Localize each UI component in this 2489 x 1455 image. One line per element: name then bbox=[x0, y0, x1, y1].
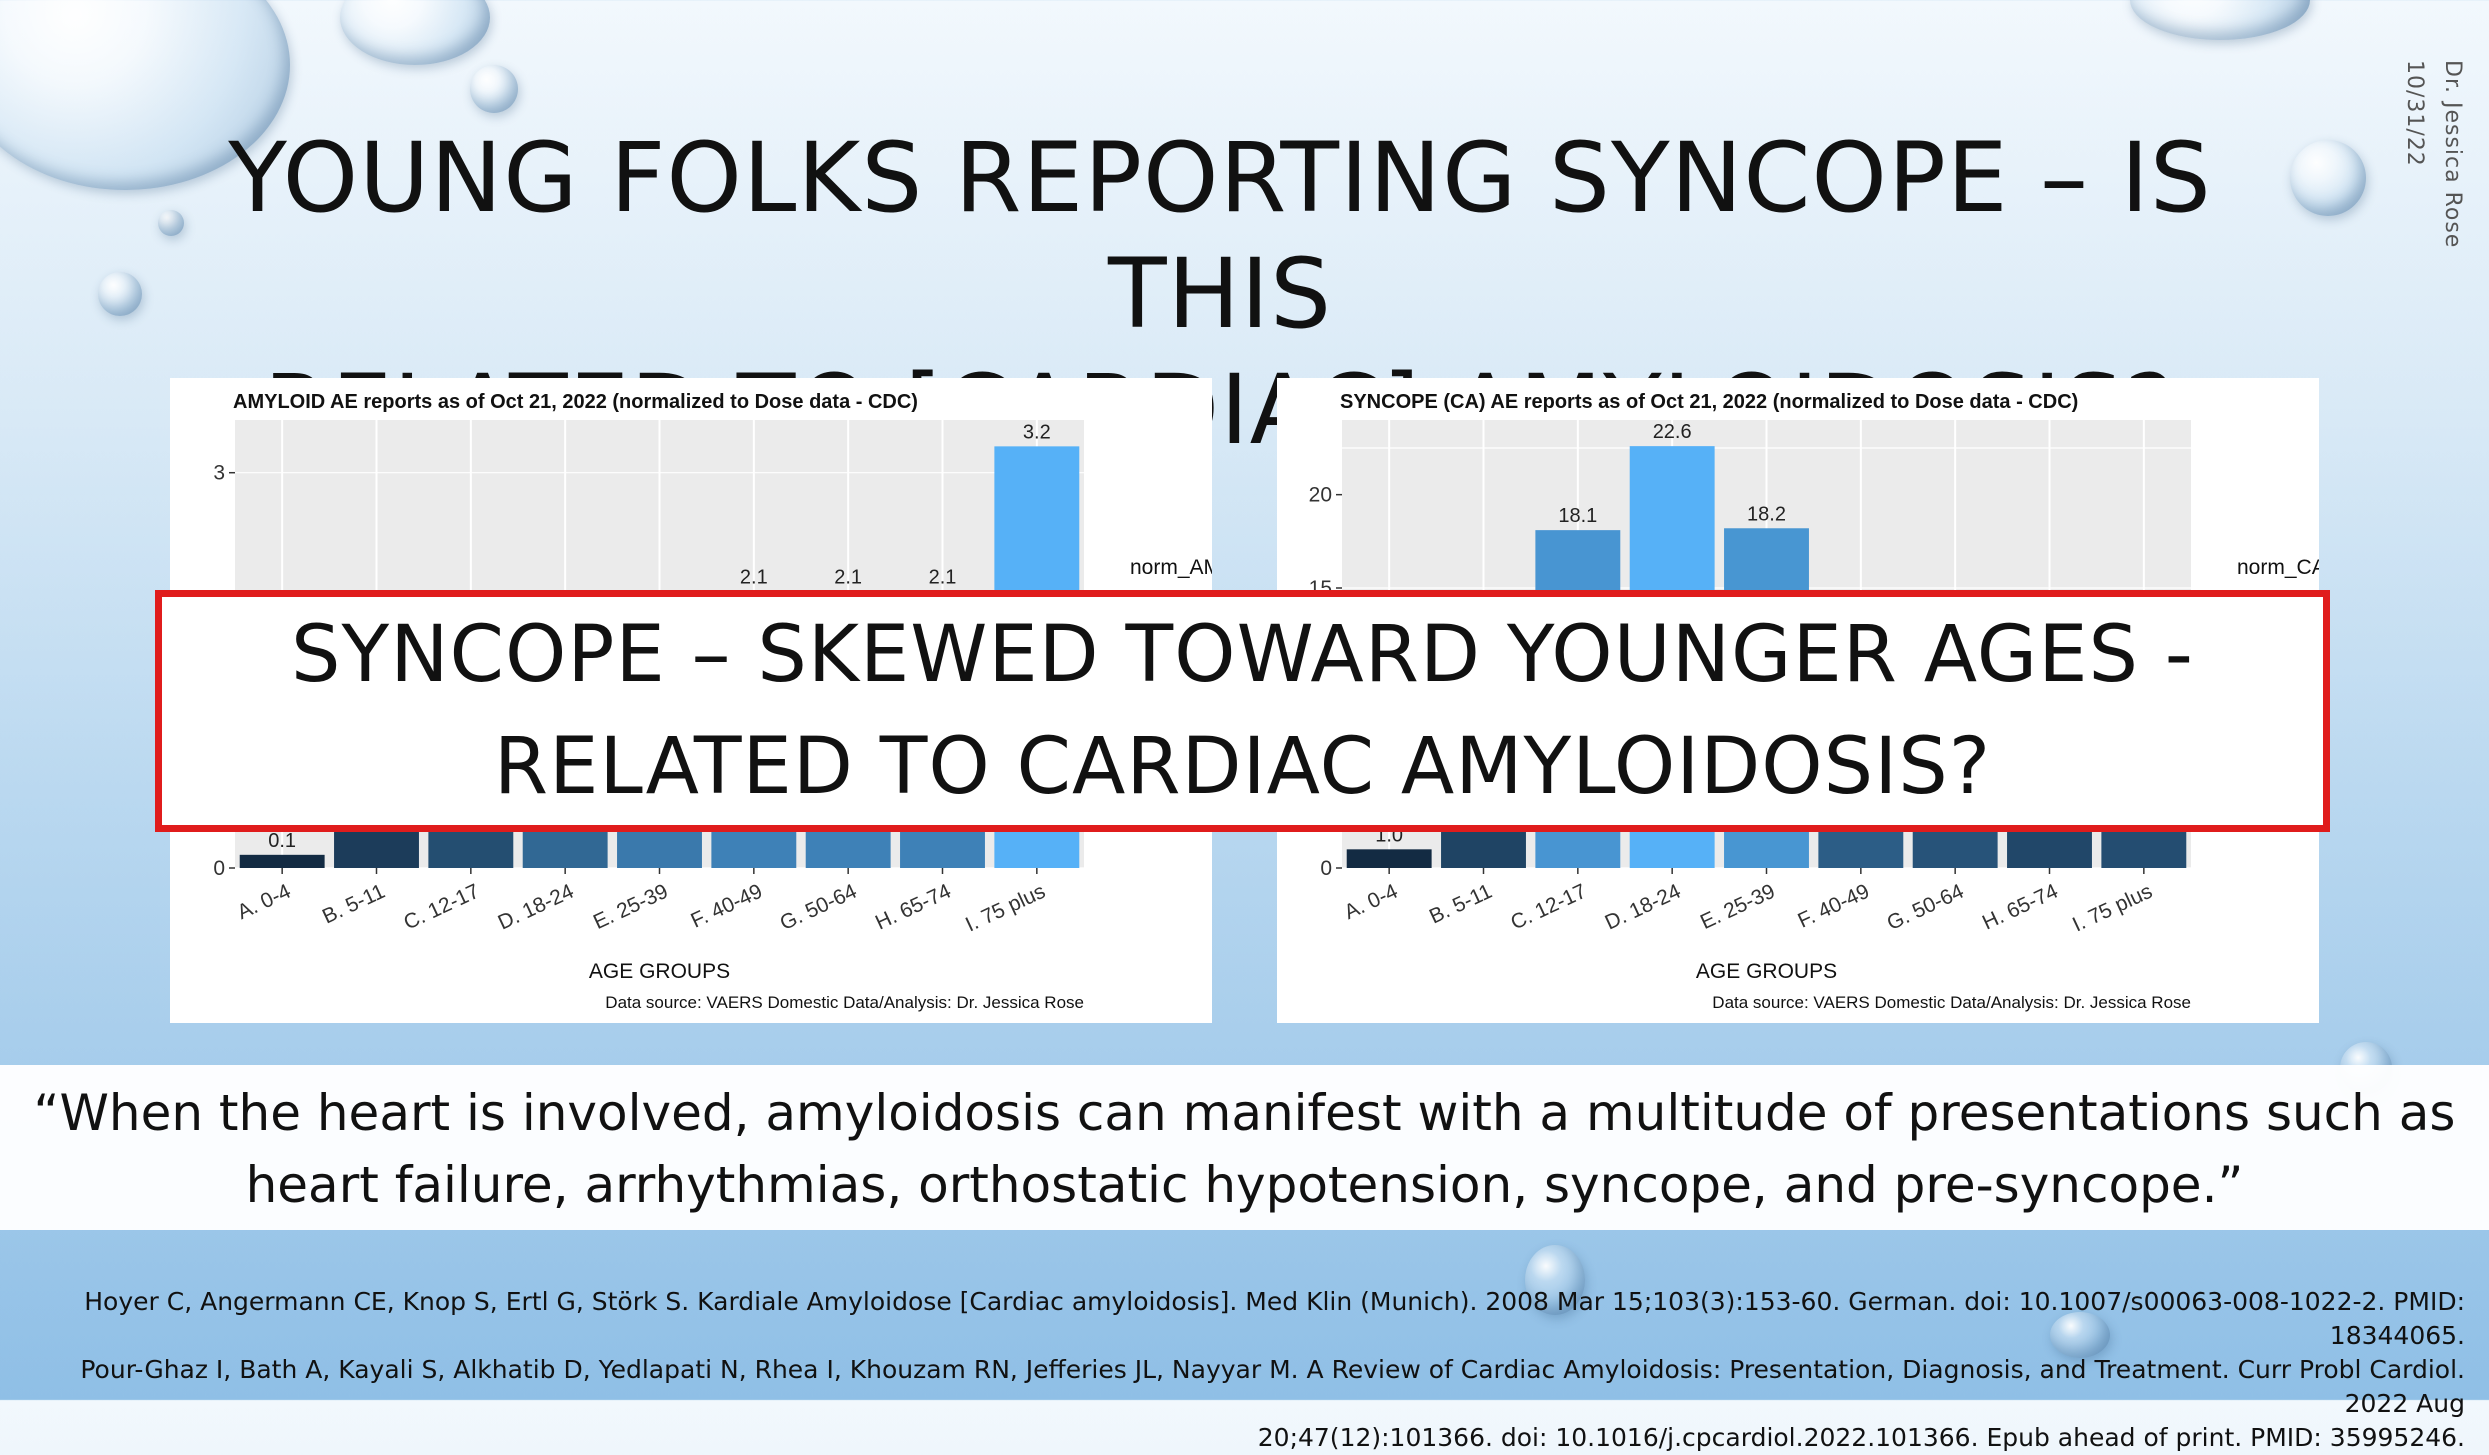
reference-line3: 20;47(12):101366. doi: 10.1016/j.cpcardi… bbox=[1257, 1423, 2465, 1452]
y-tick-label: 0 bbox=[1320, 857, 1332, 880]
chart-title: AMYLOID AE reports as of Oct 21, 2022 (n… bbox=[233, 391, 918, 413]
x-tick-label: C. 12-17 bbox=[400, 880, 483, 935]
x-tick-label: G. 50-64 bbox=[1883, 880, 1967, 936]
x-tick-label: I. 75 plus bbox=[962, 880, 1049, 937]
x-tick-label: C. 12-17 bbox=[1507, 880, 1590, 935]
water-drop-decoration bbox=[2050, 1312, 2110, 1358]
x-tick-label: B. 5-11 bbox=[1426, 880, 1496, 929]
x-tick-label: D. 18-24 bbox=[1602, 880, 1685, 935]
date-note: 10/31/22 bbox=[2402, 60, 2427, 167]
highlight-callout: SYNCOPE – SKEWED TOWARD YOUNGER AGES - R… bbox=[155, 590, 2330, 832]
data-label: 2.1 bbox=[929, 566, 957, 588]
x-tick-label: E. 25-39 bbox=[1697, 880, 1779, 934]
source-note: Data source: VAERS Domestic Data/Analysi… bbox=[1712, 993, 2191, 1012]
slide-title-line1: YOUNG FOLKS REPORTING SYNCOPE – IS THIS bbox=[228, 122, 2212, 350]
legend-title: norm_CA bbox=[2237, 556, 2319, 579]
x-tick-label: F. 40-49 bbox=[687, 880, 766, 933]
water-drop-decoration bbox=[2130, 0, 2310, 40]
quote-band: “When the heart is involved, amyloidosis… bbox=[0, 1065, 2489, 1230]
callout-line2: RELATED TO CARDIAC AMYLOIDOSIS? bbox=[493, 722, 1992, 812]
legend-title: norm_AMY bbox=[1130, 556, 1212, 579]
callout-line1: SYNCOPE – SKEWED TOWARD YOUNGER AGES - bbox=[291, 610, 2194, 700]
x-tick-label: H. 65-74 bbox=[1979, 880, 2062, 935]
x-tick-label: B. 5-11 bbox=[319, 880, 389, 929]
bar bbox=[1346, 849, 1432, 868]
x-tick-label: I. 75 plus bbox=[2069, 880, 2156, 937]
x-axis-label: AGE GROUPS bbox=[589, 960, 730, 983]
water-drop-decoration bbox=[1525, 1245, 1585, 1315]
data-label: 18.1 bbox=[1558, 505, 1597, 527]
data-label: 22.6 bbox=[1653, 421, 1692, 443]
water-drop-decoration bbox=[470, 65, 518, 113]
data-label: 18.2 bbox=[1747, 503, 1786, 525]
references: Hoyer C, Angermann CE, Knop S, Ertl G, S… bbox=[25, 1285, 2465, 1455]
data-label: 0.1 bbox=[268, 830, 296, 852]
x-tick-label: D. 18-24 bbox=[495, 880, 578, 935]
y-tick-label: 0 bbox=[213, 857, 225, 880]
x-tick-label: F. 40-49 bbox=[1794, 880, 1873, 933]
water-drop-decoration bbox=[340, 0, 490, 65]
y-tick-label: 20 bbox=[1309, 484, 1332, 507]
author-note: Dr. Jessica Rose bbox=[2440, 60, 2465, 249]
data-label: 2.1 bbox=[740, 566, 768, 588]
x-tick-label: H. 65-74 bbox=[872, 880, 955, 935]
y-tick-label: 3 bbox=[213, 462, 225, 485]
bar bbox=[239, 854, 325, 868]
water-drop-decoration bbox=[2290, 140, 2366, 216]
x-axis-label: AGE GROUPS bbox=[1696, 960, 1837, 983]
reference-line1: Hoyer C, Angermann CE, Knop S, Ertl G, S… bbox=[84, 1287, 2465, 1350]
x-tick-label: A. 0-4 bbox=[234, 880, 295, 925]
x-tick-label: G. 50-64 bbox=[776, 880, 860, 936]
source-note: Data source: VAERS Domestic Data/Analysi… bbox=[605, 993, 1084, 1012]
quote-line1: “When the heart is involved, amyloidosis… bbox=[33, 1084, 2456, 1142]
data-label: 3.2 bbox=[1023, 421, 1051, 443]
water-drop-decoration bbox=[98, 272, 142, 316]
water-drop-decoration bbox=[158, 210, 184, 236]
x-tick-label: E. 25-39 bbox=[590, 880, 672, 934]
chart-title: SYNCOPE (CA) AE reports as of Oct 21, 20… bbox=[1340, 391, 2078, 413]
data-label: 2.1 bbox=[834, 566, 862, 588]
quote-line2: heart failure, arrhythmias, orthostatic … bbox=[245, 1156, 2244, 1214]
reference-line2: Pour-Ghaz I, Bath A, Kayali S, Alkhatib … bbox=[80, 1355, 2465, 1418]
x-tick-label: A. 0-4 bbox=[1341, 880, 1402, 925]
